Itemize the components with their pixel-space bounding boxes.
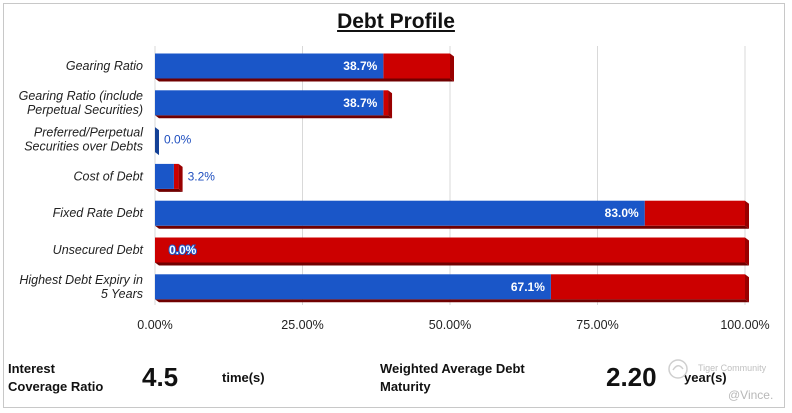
bar-value	[155, 53, 384, 79]
data-label: 83.0%	[605, 206, 639, 220]
maturity-unit: year(s)	[684, 370, 727, 385]
bar-value	[155, 90, 384, 116]
x-tick-label: 100.00%	[720, 318, 769, 332]
bar-remainder	[383, 53, 450, 79]
bar-side	[155, 127, 159, 156]
x-tick-label: 75.00%	[576, 318, 618, 332]
maturity-value: 2.20	[606, 362, 657, 392]
coverage-label-line2: Coverage Ratio	[8, 379, 104, 394]
bar-side	[745, 200, 749, 229]
data-label: 0.0%	[169, 243, 197, 257]
bar-bottom	[155, 299, 749, 303]
bar-value	[155, 274, 551, 300]
watermark-user: @Vince.	[728, 388, 774, 402]
bar-remainder	[383, 90, 389, 116]
maturity-label-line1: Weighted Average Debt	[380, 361, 525, 376]
bar-bottom	[155, 225, 749, 229]
x-tick-label: 0.00%	[137, 318, 172, 332]
category-label: Unsecured Debt	[53, 243, 144, 257]
data-label: 38.7%	[343, 59, 377, 73]
bar-bottom	[155, 78, 454, 82]
coverage-label: Interest Coverage Ratio	[8, 360, 103, 396]
bar-remainder	[644, 200, 745, 226]
coverage-unit: time(s)	[222, 370, 265, 385]
category-label: Fixed Rate Debt	[53, 206, 144, 220]
coverage-value: 4.5	[142, 362, 179, 392]
bar-remainder	[173, 163, 179, 189]
bar-bottom	[155, 262, 749, 266]
maturity-label: Weighted Average Debt Maturity	[380, 360, 525, 396]
data-label: 3.2%	[188, 169, 216, 183]
maturity-label-line2: Maturity	[380, 379, 431, 394]
bar-side	[388, 90, 393, 119]
bar-side	[450, 53, 454, 82]
bar-remainder	[155, 237, 745, 263]
data-label: 38.7%	[343, 96, 377, 110]
bar-side	[745, 237, 749, 266]
chart-title: Debt Profile	[337, 10, 455, 33]
bar-side	[178, 163, 183, 192]
bar-value	[155, 163, 174, 189]
category-label: Highest Debt Expiry in 5 Years	[19, 273, 143, 301]
bar-bottom	[155, 115, 393, 119]
x-tick-label: 50.00%	[429, 318, 471, 332]
bar-chart: 0.00% 25.00% 50.00% 75.00% 100.00% Gearing Ra…	[19, 46, 770, 332]
category-label: Preferred/Perpetual Securities over Debts	[24, 126, 144, 154]
bar-side	[745, 274, 749, 303]
data-label: 0.0%	[164, 133, 192, 147]
category-label: Cost of Debt	[74, 169, 144, 183]
category-label: Gearing Ratio	[66, 59, 143, 73]
bar-remainder	[550, 274, 745, 300]
bar-value	[155, 200, 645, 226]
tiger-logo-icon	[668, 359, 688, 379]
x-tick-label: 25.00%	[281, 318, 323, 332]
watermark-brand: Tiger Community	[698, 363, 767, 373]
bar-bottom	[155, 188, 183, 192]
data-label: 67.1%	[511, 280, 545, 294]
category-label: Gearing Ratio (include Perpetual Securiti…	[19, 89, 143, 117]
coverage-label-line1: Interest	[8, 361, 55, 376]
